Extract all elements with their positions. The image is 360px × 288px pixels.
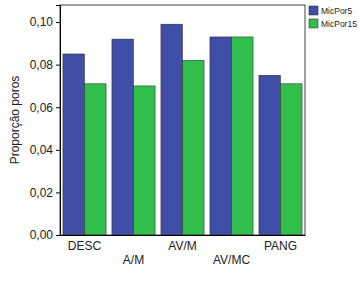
legend-swatch [309, 19, 318, 28]
y-tick-mark [56, 65, 60, 66]
bar [161, 24, 183, 235]
y-axis-line [56, 6, 61, 236]
legend-label: MicPor5 [321, 6, 352, 16]
chart: 0,00 0,02 0,04 0,06 0,08 0,10 DESC A/M AV/M AV/MC… [0, 0, 360, 288]
y-tick-mark [56, 192, 60, 193]
x-tick: AV/MC [213, 235, 250, 267]
x-tick-label: PANG [264, 239, 297, 253]
y-tick-label: 0,02 [30, 186, 54, 200]
y-tick-mark [56, 235, 60, 236]
y-tick-label: 0,00 [30, 228, 54, 242]
y-tick-mark [56, 22, 60, 23]
x-tick-label: DESC [68, 239, 102, 253]
x-tick-label: A/M [123, 253, 144, 267]
bars [63, 24, 302, 235]
y-tick-label: 0,08 [30, 58, 54, 72]
plot: 0,00 0,02 0,04 0,06 0,08 0,10 DESC A/M AV/M AV/MC… [30, 5, 306, 267]
y-tick-label: 0,06 [30, 101, 54, 115]
y-tick-label: 0,04 [30, 143, 54, 157]
bar [134, 86, 156, 235]
y-tick-label: 0,10 [30, 15, 54, 29]
y-tick: 0,00 [30, 228, 60, 242]
bar [183, 60, 205, 235]
bar [63, 54, 85, 235]
plot-frame [60, 5, 305, 235]
bar [232, 37, 254, 235]
y-tick: 0,10 [30, 15, 60, 29]
legend-item: MicPor5 [309, 6, 352, 16]
y-tick-mark [56, 150, 60, 151]
bar [210, 37, 232, 235]
x-axis-line [61, 235, 306, 236]
bar [112, 39, 134, 235]
legend-swatch [309, 6, 318, 15]
y-tick-mark [56, 107, 60, 108]
y-tick: 0,04 [30, 143, 60, 157]
x-tick: PANG [264, 235, 297, 253]
y-tick: 0,06 [30, 101, 60, 115]
bar [259, 75, 281, 235]
x-axis: DESC A/M AV/M AV/MC PANG [61, 235, 306, 267]
legend: MicPor5 MicPor15 [309, 6, 357, 29]
x-tick-label: AV/M [168, 239, 196, 253]
y-axis-title: Proporção poros [8, 76, 22, 165]
y-axis: 0,00 0,02 0,04 0,06 0,08 0,10 [30, 6, 61, 243]
legend-label: MicPor15 [321, 19, 357, 29]
y-tick: 0,02 [30, 186, 60, 200]
x-tick: AV/M [168, 235, 196, 253]
x-tick-label: AV/MC [213, 253, 250, 267]
bar [85, 84, 107, 235]
legend-item: MicPor15 [309, 19, 357, 29]
x-tick: A/M [123, 235, 144, 267]
y-tick: 0,08 [30, 58, 60, 72]
x-tick: DESC [68, 235, 102, 253]
bar [281, 84, 303, 235]
